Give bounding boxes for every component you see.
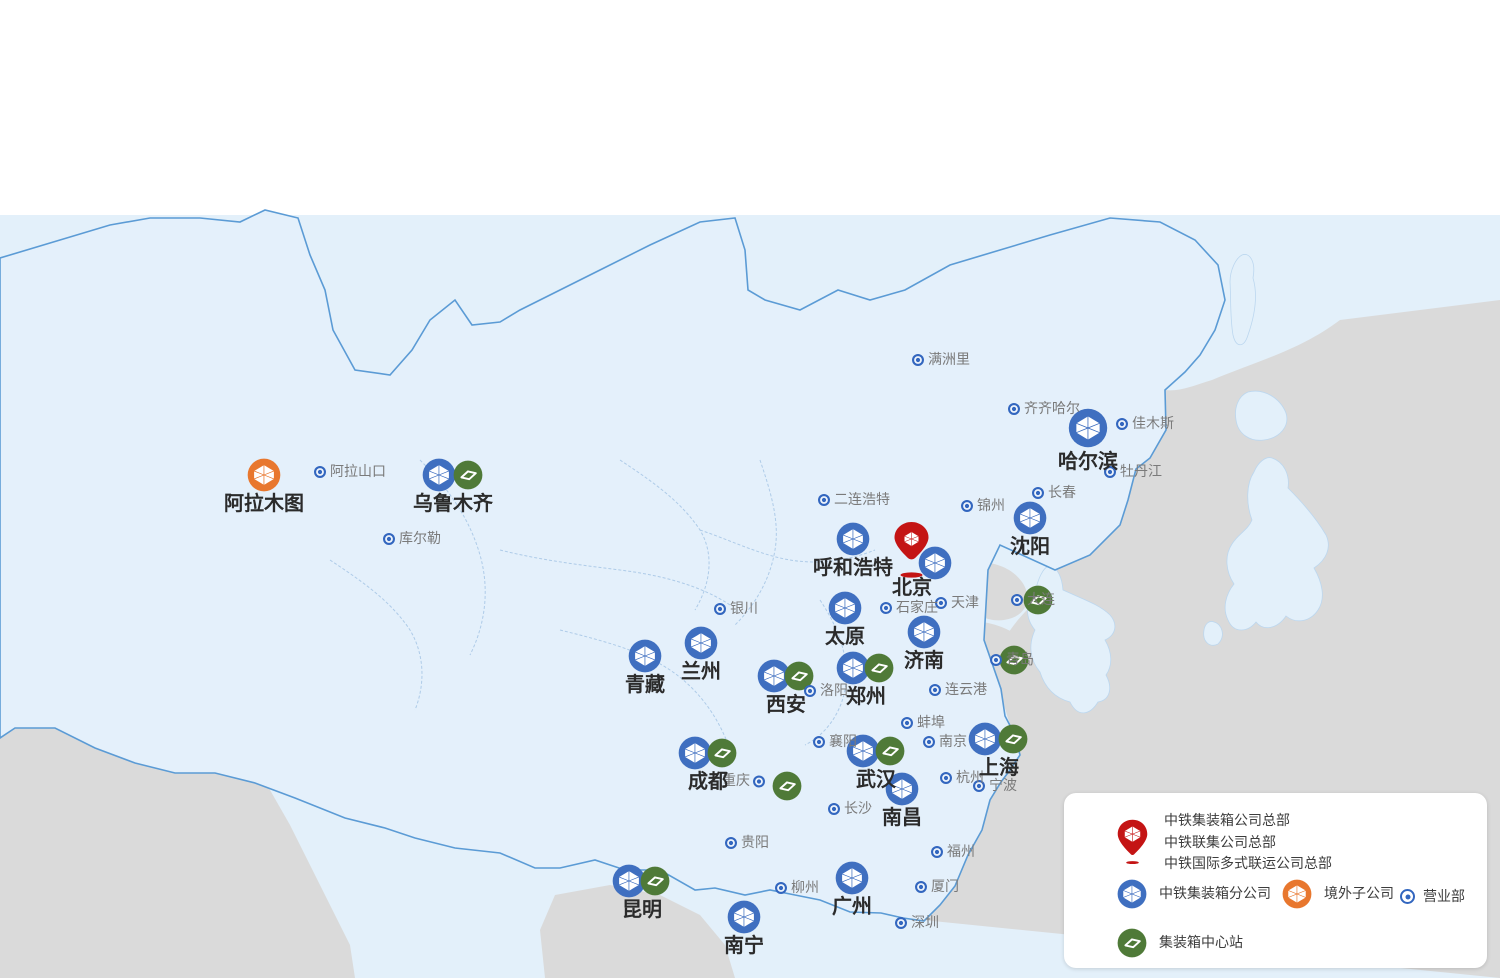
svg-text:兰州: 兰州 (681, 659, 721, 683)
svg-text:济南: 济南 (904, 648, 944, 672)
svg-text:天津: 天津 (951, 594, 979, 610)
svg-text:阿拉木图: 阿拉木图 (224, 491, 304, 515)
svg-text:满洲里: 满洲里 (928, 351, 970, 367)
svg-text:青岛: 青岛 (1006, 651, 1034, 667)
svg-text:福州: 福州 (947, 843, 975, 859)
svg-text:连云港: 连云港 (945, 681, 987, 697)
svg-text:武汉: 武汉 (856, 768, 897, 791)
svg-text:昆明: 昆明 (622, 898, 662, 921)
svg-text:齐齐哈尔: 齐齐哈尔 (1024, 400, 1080, 416)
svg-text:南京: 南京 (939, 733, 967, 749)
svg-text:呼和浩特: 呼和浩特 (813, 555, 893, 579)
svg-text:哈尔滨: 哈尔滨 (1058, 449, 1118, 473)
svg-text:石家庄: 石家庄 (896, 599, 938, 615)
svg-text:广州: 广州 (832, 894, 872, 918)
svg-text:大连: 大连 (1027, 591, 1055, 607)
svg-text:蚌埠: 蚌埠 (917, 714, 945, 730)
svg-text:银川: 银川 (730, 600, 758, 616)
svg-text:二连浩特: 二连浩特 (834, 491, 890, 507)
svg-text:乌鲁木齐: 乌鲁木齐 (413, 491, 494, 515)
svg-text:库尔勒: 库尔勒 (399, 530, 441, 546)
svg-text:柳州: 柳州 (791, 879, 819, 895)
svg-text:成都: 成都 (688, 769, 728, 793)
svg-text:南昌: 南昌 (882, 806, 922, 829)
svg-text:厦门: 厦门 (931, 878, 959, 894)
svg-text:襄阳: 襄阳 (829, 733, 857, 749)
svg-text:青藏: 青藏 (625, 672, 665, 696)
svg-text:南宁: 南宁 (724, 933, 764, 957)
svg-text:锦州: 锦州 (977, 497, 1005, 513)
svg-text:西安: 西安 (766, 692, 806, 716)
svg-text:长春: 长春 (1048, 484, 1076, 500)
svg-text:长沙: 长沙 (844, 800, 872, 816)
svg-text:上海: 上海 (979, 755, 1019, 779)
svg-text:佳木斯: 佳木斯 (1132, 415, 1174, 431)
svg-text:洛阳: 洛阳 (820, 682, 848, 698)
svg-text:深圳: 深圳 (911, 914, 939, 930)
svg-text:太原: 太原 (825, 625, 865, 648)
svg-text:宁波: 宁波 (989, 777, 1017, 793)
svg-text:阿拉山口: 阿拉山口 (330, 463, 386, 479)
svg-text:贵阳: 贵阳 (741, 834, 769, 850)
svg-text:沈阳: 沈阳 (1010, 535, 1050, 558)
svg-text:北京: 北京 (892, 575, 932, 599)
svg-text:郑州: 郑州 (846, 685, 886, 708)
svg-text:牡丹江: 牡丹江 (1120, 463, 1162, 479)
